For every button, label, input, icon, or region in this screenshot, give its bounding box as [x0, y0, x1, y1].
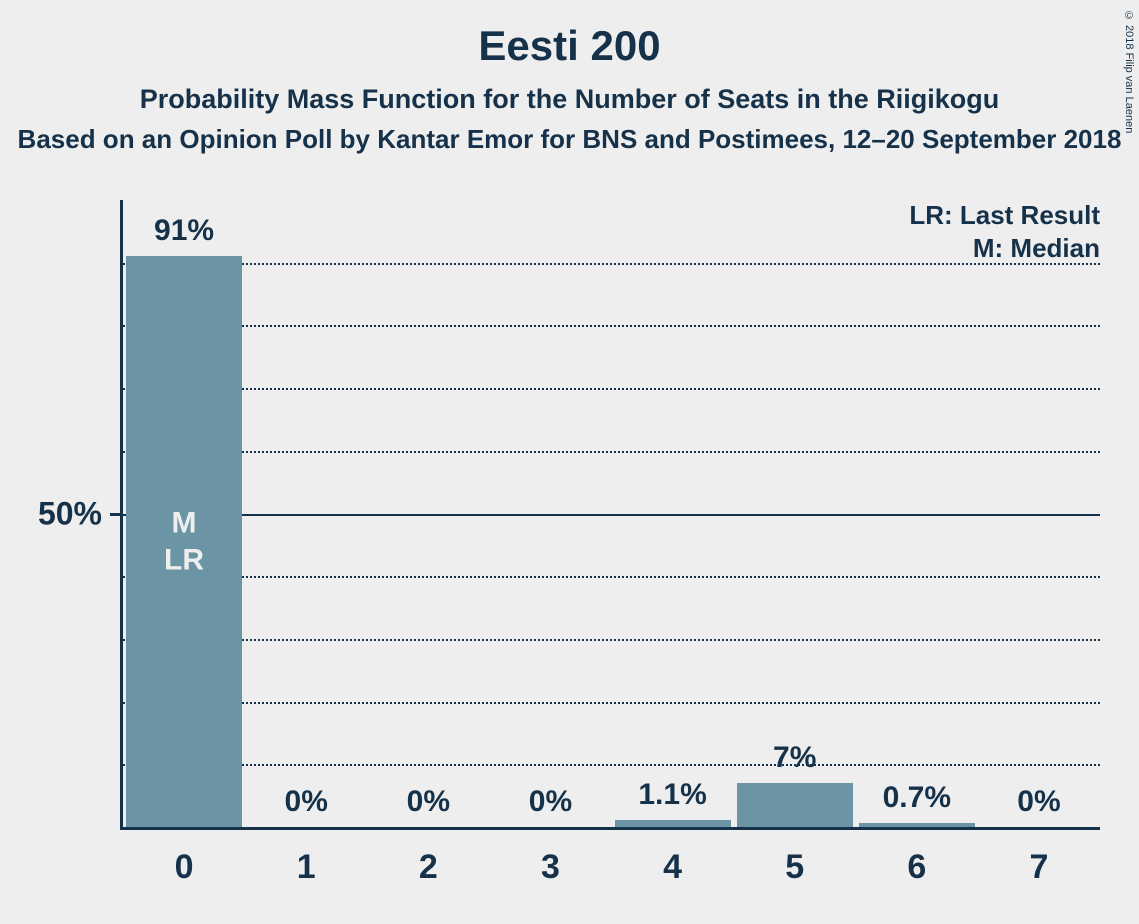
legend-m: M: Median: [909, 233, 1100, 264]
bar-value-label: 0.7%: [883, 781, 951, 815]
copyright-credit: © 2018 Filip van Laenen: [1123, 10, 1135, 133]
bar-value-label: 1.1%: [638, 778, 706, 812]
bar: [615, 820, 731, 827]
gridline: [123, 576, 1100, 578]
bar-value-label: 91%: [154, 214, 214, 248]
x-tick-label: 3: [541, 848, 560, 887]
x-tick-label: 1: [297, 848, 316, 887]
gridline: [123, 639, 1100, 641]
x-tick-label: 7: [1029, 848, 1048, 887]
x-tick-label: 0: [175, 848, 194, 887]
gridline: [123, 325, 1100, 327]
gridline: [123, 702, 1100, 704]
bar-value-label: 0%: [285, 785, 328, 819]
x-tick-label: 2: [419, 848, 438, 887]
x-tick-label: 5: [785, 848, 804, 887]
bar-value-label: 0%: [529, 785, 572, 819]
chart-plot-area: LR: Last Result M: Median 50%M LR91%00%1…: [120, 200, 1100, 830]
bar: M LR: [126, 256, 242, 827]
bar: [859, 823, 975, 827]
chart-subtitle-2: Based on an Opinion Poll by Kantar Emor …: [0, 124, 1139, 155]
x-tick-label: 4: [663, 848, 682, 887]
chart-subtitle-1: Probability Mass Function for the Number…: [0, 84, 1139, 115]
chart-legend: LR: Last Result M: Median: [909, 200, 1100, 266]
y-tick-mark: [110, 513, 120, 516]
y-axis-label: 50%: [38, 495, 102, 532]
gridline: [123, 514, 1100, 516]
bar: [737, 783, 853, 827]
chart-title: Eesti 200: [0, 22, 1139, 70]
gridline: [123, 263, 1100, 265]
legend-lr: LR: Last Result: [909, 200, 1100, 231]
gridline: [123, 451, 1100, 453]
bar-value-label: 0%: [1017, 785, 1060, 819]
gridline: [123, 388, 1100, 390]
gridline: [123, 764, 1100, 766]
bar-inner-label: M LR: [164, 504, 204, 579]
bar-value-label: 0%: [407, 785, 450, 819]
x-axis: [120, 827, 1100, 830]
x-tick-label: 6: [907, 848, 926, 887]
bar-value-label: 7%: [773, 741, 816, 775]
